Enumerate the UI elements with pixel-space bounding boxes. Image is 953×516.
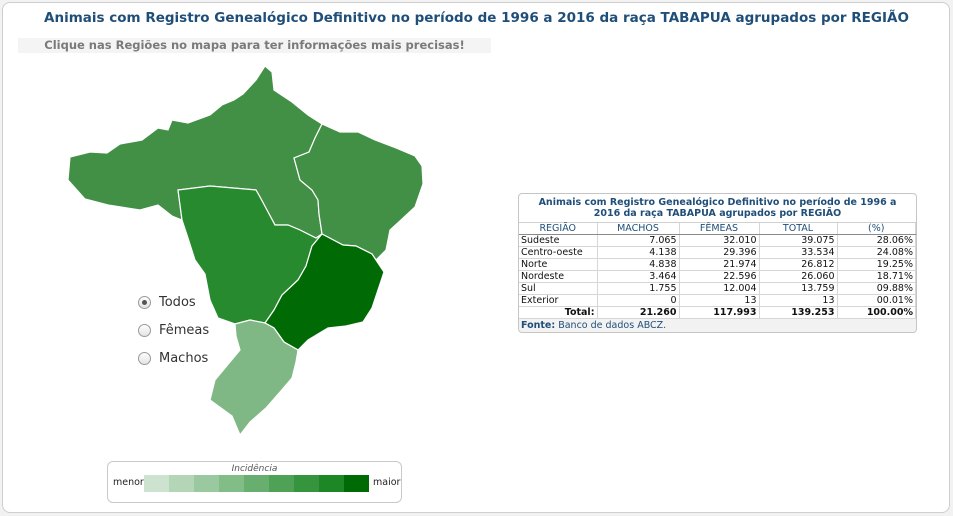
region-sul[interactable]	[209, 319, 299, 435]
table-row: Nordeste 3.464 22.596 26.060 18.71%	[519, 270, 916, 283]
legend-title: Incidência	[231, 464, 278, 474]
legend-swatch	[294, 475, 319, 492]
legend-swatch	[269, 475, 294, 492]
region-table-panel: Animais com Registro Genealógico Definit…	[518, 193, 917, 333]
value-cell: 13	[679, 294, 760, 307]
value-cell: 32.010	[679, 234, 760, 247]
value-cell: 12.004	[679, 282, 760, 295]
total-cell: 100.00%	[837, 306, 916, 319]
region-sudeste[interactable]	[264, 233, 385, 351]
value-cell: 4.138	[597, 246, 680, 259]
value-cell: 1.755	[597, 282, 680, 295]
total-cell: 139.253	[759, 306, 838, 319]
value-cell: 7.065	[597, 234, 680, 247]
legend-swatch	[319, 475, 344, 492]
region-cell: Sudeste	[519, 234, 598, 247]
filter-label: Todos	[159, 294, 196, 310]
value-cell: 18.71%	[837, 270, 916, 283]
radio-icon[interactable]	[138, 351, 151, 365]
value-cell: 33.534	[759, 246, 838, 259]
value-cell: 09.88%	[837, 282, 916, 295]
legend-swatch	[194, 475, 219, 492]
value-cell: 00.01%	[837, 294, 916, 307]
filter-label: Machos	[159, 350, 209, 366]
filter-radio-group: Todos Fêmeas Machos	[138, 288, 209, 372]
value-cell: 24.08%	[837, 246, 916, 259]
radio-icon[interactable]	[138, 295, 151, 309]
brazil-map	[67, 65, 424, 435]
legend-swatch	[144, 475, 169, 492]
value-cell: 22.596	[679, 270, 760, 283]
table-row: Centro-oeste 4.138 29.396 33.534 24.08%	[519, 246, 916, 259]
legend-swatch	[169, 475, 194, 492]
map-hint: Clique nas Regiões no mapa para ter info…	[18, 38, 491, 53]
incidence-legend: Incidência menor maior	[107, 461, 402, 503]
table-source: Fonte: Banco de dados ABCZ.	[519, 319, 916, 332]
region-cell: Exterior	[519, 294, 598, 307]
region-cell: Sul	[519, 282, 598, 295]
value-cell: 19.25%	[837, 258, 916, 271]
value-cell: 13.759	[759, 282, 838, 295]
total-label: Total:	[519, 306, 598, 319]
legend-color-scale	[144, 475, 369, 492]
legend-max-label: maior	[373, 477, 401, 488]
table-row: Sudeste 7.065 32.010 39.075 28.06%	[519, 234, 916, 247]
value-cell: 29.396	[679, 246, 760, 259]
value-cell: 21.974	[679, 258, 760, 271]
source-text: Banco de dados ABCZ.	[558, 320, 667, 331]
radio-icon[interactable]	[138, 323, 151, 337]
filter-label: Fêmeas	[159, 322, 210, 338]
table-header-row: REGIÃO MACHOS FÊMEAS TOTAL (%)	[519, 223, 916, 235]
value-cell: 4.838	[597, 258, 680, 271]
region-cell: Centro-oeste	[519, 246, 598, 259]
table-row: Sul 1.755 12.004 13.759 09.88%	[519, 282, 916, 295]
filter-todos[interactable]: Todos	[138, 288, 209, 316]
source-label: Fonte:	[521, 320, 556, 331]
legend-swatch	[244, 475, 269, 492]
value-cell: 39.075	[759, 234, 838, 247]
value-cell: 28.06%	[837, 234, 916, 247]
value-cell: 13	[759, 294, 838, 307]
table-total-row: Total: 21.260 117.993 139.253 100.00%	[519, 306, 916, 319]
region-cell: Norte	[519, 258, 598, 271]
table-row: Exterior 0 13 13 00.01%	[519, 294, 916, 307]
region-table: REGIÃO MACHOS FÊMEAS TOTAL (%) Sudeste 7.…	[519, 223, 916, 319]
value-cell: 26.812	[759, 258, 838, 271]
legend-swatch	[219, 475, 244, 492]
value-cell: 26.060	[759, 270, 838, 283]
legend-swatch	[344, 475, 369, 492]
column-header: MACHOS	[597, 223, 680, 235]
value-cell: 3.464	[597, 270, 680, 283]
value-cell: 0	[597, 294, 680, 307]
column-header: (%)	[837, 223, 916, 235]
column-header: TOTAL	[759, 223, 838, 235]
column-header: REGIÃO	[519, 223, 598, 235]
filter-femeas[interactable]: Fêmeas	[138, 316, 209, 344]
page-title: Animais com Registro Genealógico Definit…	[44, 10, 909, 26]
table-title: Animais com Registro Genealógico Definit…	[519, 194, 916, 223]
region-cell: Nordeste	[519, 270, 598, 283]
filter-machos[interactable]: Machos	[138, 344, 209, 372]
legend-min-label: menor	[113, 477, 144, 488]
table-row: Norte 4.838 21.974 26.812 19.25%	[519, 258, 916, 271]
column-header: FÊMEAS	[679, 223, 760, 235]
total-cell: 117.993	[679, 306, 760, 319]
total-cell: 21.260	[597, 306, 680, 319]
